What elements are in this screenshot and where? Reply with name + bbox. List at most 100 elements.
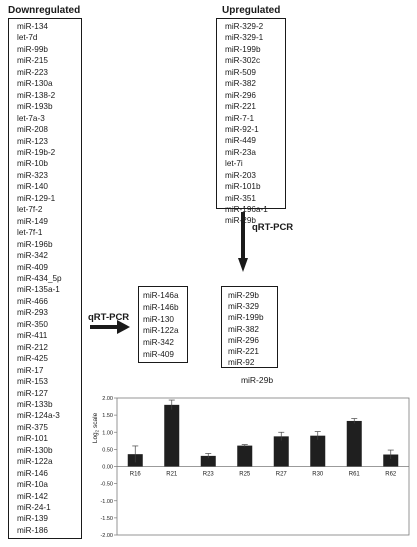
downregulated-mirna: miR-411	[17, 331, 48, 341]
downregulated-mirna: miR-146	[17, 468, 48, 478]
validated-upregulated-mirna: miR-221	[228, 347, 259, 357]
downregulated-title: Downregulated	[8, 5, 81, 16]
downregulated-mirna: miR-193b	[17, 102, 53, 112]
downregulated-mirna: miR-208	[17, 125, 48, 135]
downregulated-mirna: miR-149	[17, 216, 48, 226]
upregulated-list: miR-329-2 miR-329-1 miR-199b miR-302c miR-50…	[225, 21, 285, 227]
downregulated-mirna: miR-350	[17, 319, 48, 329]
downregulated-mirna: miR-342	[17, 251, 48, 261]
validated-upregulated-mirna: miR-29b	[228, 291, 259, 300]
upregulated-mirna: miR-23a	[225, 147, 256, 157]
downregulated-mirna: miR-129-1	[17, 193, 56, 203]
downregulated-mirna: let-7d	[17, 33, 38, 43]
downregulated-list: miR-134 let-7d miR-99b miR-215 miR-223 miR-13…	[17, 21, 81, 536]
downregulated-mirna: miR-425	[17, 354, 48, 364]
downregulated-mirna: let-7f-2	[17, 205, 43, 215]
upregulated-mirna: miR-92-1	[225, 124, 259, 134]
upregulated-mirna: miR-351	[225, 193, 256, 203]
y-tick-label: 0.50	[102, 447, 113, 453]
downregulated-mirna: miR-223	[17, 67, 48, 77]
bar-r25	[237, 445, 253, 467]
qrt-pcr-label-vertical: qRT-PCR	[252, 222, 294, 233]
upregulated-mirna: miR-101b	[225, 182, 261, 192]
bar-r27	[273, 436, 289, 467]
downregulated-mirna: miR-186	[17, 525, 48, 535]
y-tick-label: -2.00	[100, 533, 113, 539]
mir-29b-bar-chart: miR-29b Log2 scale 2.00 1.50 1.00 0.50 0.00 -…	[92, 375, 410, 539]
right-arrow	[90, 320, 130, 334]
downregulated-mirna: miR-466	[17, 296, 48, 306]
downregulated-mirna: miR-323	[17, 170, 48, 180]
downregulated-mirna: miR-133b	[17, 399, 53, 409]
downregulated-mirna: miR-196b	[17, 239, 53, 249]
downregulated-mirna: miR-24-1	[17, 503, 51, 513]
x-tick-label: R25	[239, 472, 251, 478]
validated-downregulated-mirna: miR-342	[143, 338, 174, 348]
downregulated-mirna: miR-293	[17, 308, 48, 318]
downregulated-mirna: miR-123	[17, 136, 48, 146]
validated-upregulated-list: miR-29b miR-329 miR-199b miR-382 miR-296 miR-…	[228, 290, 277, 368]
downregulated-mirna: miR-134	[17, 22, 48, 31]
upregulated-title: Upregulated	[222, 5, 281, 16]
y-tick-label: 1.00	[102, 430, 113, 436]
downregulated-mirna: miR-135a-1	[17, 285, 60, 295]
y-tick-label: -0.50	[100, 482, 113, 488]
downregulated-mirna: miR-19b-2	[17, 147, 56, 157]
upregulated-mirna: miR-221	[225, 102, 256, 112]
downregulated-mirna: miR-122a	[17, 457, 53, 467]
downregulated-mirna: let-7f-1	[17, 228, 43, 238]
upregulated-list-box: miR-329-2 miR-329-1 miR-199b miR-302c miR-50…	[216, 18, 286, 225]
validated-downregulated-list: miR-146a miR-146b miR-130 miR-122a miR-342 mi…	[143, 290, 187, 361]
downregulated-mirna: miR-140	[17, 182, 48, 192]
downregulated-mirna: miR-17	[17, 365, 44, 375]
upregulated-mirna: miR-382	[225, 79, 256, 89]
y-tick-label: -1.00	[100, 499, 113, 505]
upregulated-mirna: miR-302c	[225, 56, 261, 66]
upregulated-mirna: miR-509	[225, 67, 256, 77]
x-tick-label: R62	[385, 472, 397, 478]
downregulated-mirna: miR-212	[17, 342, 48, 352]
downregulated-list-box: miR-134 let-7d miR-99b miR-215 miR-223 miR-13…	[8, 18, 82, 539]
downregulated-mirna: miR-130b	[17, 445, 53, 455]
validated-upregulated-mirna: miR-92	[228, 358, 255, 368]
y-tick-label: -1.50	[100, 516, 113, 522]
upregulated-mirna: miR-196a-1	[225, 205, 268, 214]
bar-r62	[383, 454, 399, 467]
chart-title: miR-29b	[241, 375, 273, 385]
downregulated-mirna: miR-375	[17, 422, 48, 432]
downregulated-mirna: miR-124a-3	[17, 411, 60, 421]
upregulated-mirna: miR-449	[225, 136, 256, 146]
validated-upregulated-mirna: miR-296	[228, 335, 259, 345]
validated-downregulated-box: miR-146a miR-146b miR-130 miR-122a miR-342 mi…	[138, 286, 188, 363]
y-tick-label: 0.00	[102, 465, 113, 471]
upregulated-mirna: miR-203	[225, 170, 256, 180]
validated-downregulated-mirna: miR-146b	[143, 302, 179, 312]
downregulated-mirna: miR-10b	[17, 159, 48, 169]
downregulated-mirna: miR-127	[17, 388, 48, 398]
bar-r30	[310, 435, 326, 467]
downregulated-mirna: miR-130a	[17, 79, 53, 89]
validated-downregulated-mirna: miR-146a	[143, 291, 179, 300]
y-tick-label: 1.50	[102, 413, 113, 419]
chart-x-labels: R16 R21 R23 R25 R27 R30 R61 R62	[130, 472, 397, 478]
down-arrow	[238, 212, 248, 272]
upregulated-mirna: miR-329-1	[225, 33, 264, 43]
upregulated-mirna: let-7i	[225, 159, 243, 169]
chart-y-axis-label: Log2 scale	[92, 412, 100, 443]
x-tick-label: R27	[276, 472, 288, 478]
validated-downregulated-mirna: miR-130	[143, 314, 174, 324]
x-tick-label: R16	[130, 472, 142, 478]
chart-frame	[116, 397, 410, 536]
validated-downregulated-mirna: miR-409	[143, 349, 174, 359]
x-tick-label: R30	[312, 472, 324, 478]
validated-upregulated-mirna: miR-382	[228, 324, 259, 334]
y-tick-label: 2.00	[102, 396, 113, 402]
downregulated-mirna: miR-409	[17, 262, 48, 272]
downregulated-mirna: miR-99b	[17, 44, 48, 54]
downregulated-mirna: let-7a-3	[17, 113, 45, 123]
bar-r23	[200, 455, 216, 467]
x-tick-label: R61	[349, 472, 361, 478]
downregulated-mirna: miR-101	[17, 434, 48, 444]
qrt-pcr-label-horizontal: qRT-PCR	[88, 312, 130, 323]
downregulated-mirna: miR-10a	[17, 480, 48, 490]
